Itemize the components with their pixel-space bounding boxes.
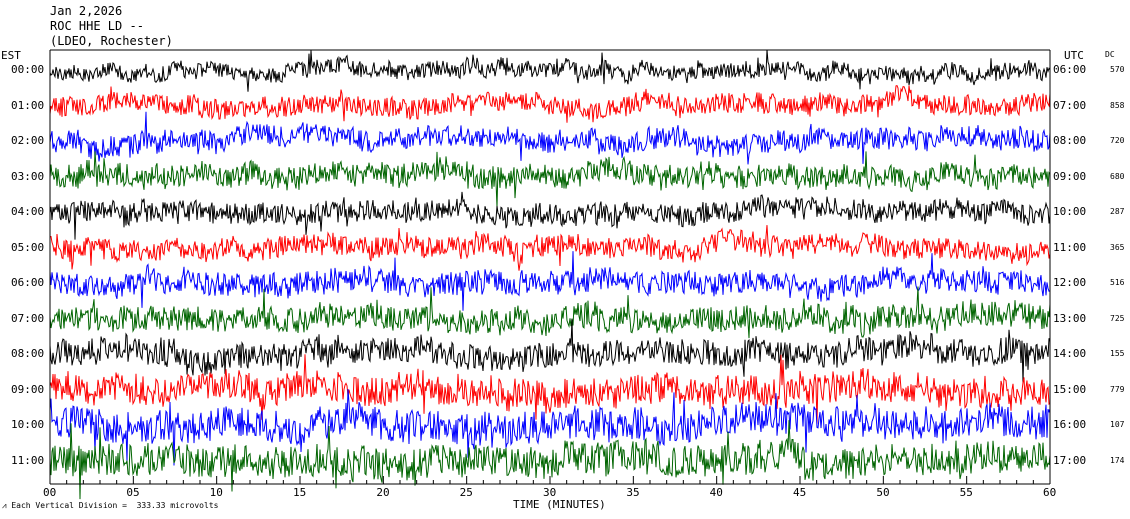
seismic-traces (49, 49, 1051, 500)
trace-line (49, 49, 1051, 92)
x-tick-label: 60 (1043, 486, 1057, 499)
x-tick-label: 10 (209, 486, 223, 499)
x-tick-label: 05 (126, 486, 140, 499)
est-hour-label: 08:00 (11, 347, 45, 360)
est-hour-label: 11:00 (11, 453, 45, 467)
date-label: Jan 2,2026 (50, 4, 123, 18)
seismometer-icon: ⩘ (2, 501, 12, 510)
dc-value-label: 155 (1110, 349, 1125, 358)
utc-hour-label: 13:00 (1053, 311, 1087, 325)
trace-line (49, 286, 1051, 339)
utc-zone-label: UTC (1064, 49, 1084, 62)
x-tick-label: 50 (876, 486, 890, 499)
trace-line (49, 111, 1051, 165)
x-tick-label: 00 (43, 486, 57, 499)
utc-hour-label: 09:00 (1053, 169, 1087, 183)
trace-line (49, 420, 1051, 500)
x-axis-ticks (49, 476, 1051, 484)
dc-header-label: DC (1105, 50, 1115, 59)
dc-value-label: 516 (1110, 278, 1125, 287)
utc-hour-label: 11:00 (1053, 240, 1087, 254)
location-label: (LDEO, Rochester) (50, 34, 173, 48)
dc-value-label: 858 (1110, 100, 1125, 110)
x-tick-label: 35 (626, 486, 640, 499)
utc-hour-label: 07:00 (1053, 98, 1087, 112)
est-hour-label: 01:00 (11, 98, 45, 112)
trace-line (49, 251, 1051, 311)
x-axis-label: TIME (MINUTES) (513, 498, 606, 511)
footer-note: ⩘ Each Vertical Division = 333.33 microv… (2, 501, 218, 511)
x-tick-label: 40 (709, 486, 723, 499)
utc-hour-label: 12:00 (1053, 276, 1087, 289)
utc-hour-label: 10:00 (1053, 205, 1087, 218)
utc-hour-label: 08:00 (1053, 134, 1087, 147)
utc-hour-label: 06:00 (1053, 63, 1087, 76)
dc-value-label: 680 (1110, 171, 1125, 181)
est-hour-label: 09:00 (11, 382, 45, 396)
est-hour-label: 04:00 (11, 205, 45, 218)
scale-note: Each Vertical Division = 333.33 microvol… (11, 501, 219, 510)
x-tick-label: 45 (793, 486, 807, 499)
utc-hour-label: 15:00 (1053, 382, 1087, 396)
x-tick-label: 30 (543, 486, 557, 499)
x-tick-label: 55 (959, 486, 973, 499)
station-label: ROC HHE LD -- (50, 19, 144, 33)
x-tick-label: 15 (293, 486, 307, 499)
utc-hour-label: 17:00 (1053, 453, 1087, 467)
est-hour-label: 06:00 (11, 276, 45, 289)
trace-line (49, 151, 1051, 208)
utc-hour-label: 16:00 (1053, 418, 1087, 431)
dc-value-label: 107 (1110, 420, 1125, 429)
est-hour-label: 03:00 (11, 169, 45, 183)
utc-hour-label: 14:00 (1053, 347, 1087, 360)
est-zone-label: EST (1, 49, 21, 62)
est-hour-label: 10:00 (11, 418, 45, 431)
trace-line (49, 389, 1051, 466)
trace-line (49, 354, 1051, 424)
dc-value-label: 725 (1110, 313, 1125, 323)
est-hour-label: 02:00 (11, 134, 45, 147)
trace-line (49, 191, 1051, 240)
est-hour-label: 07:00 (11, 311, 45, 325)
x-tick-label: 25 (459, 486, 473, 499)
est-hour-label: 00:00 (11, 63, 45, 76)
trace-line (50, 225, 1051, 271)
trace-line (49, 318, 1051, 384)
trace-line (49, 84, 1051, 123)
dc-value-label: 365 (1110, 242, 1125, 252)
x-tick-label: 20 (376, 486, 390, 499)
dc-value-label: 570 (1110, 65, 1125, 74)
est-hour-label: 05:00 (11, 240, 45, 254)
dc-value-label: 720 (1110, 136, 1125, 145)
dc-value-label: 174 (1110, 455, 1125, 465)
dc-value-label: 779 (1110, 384, 1125, 394)
dc-value-label: 287 (1110, 207, 1125, 216)
